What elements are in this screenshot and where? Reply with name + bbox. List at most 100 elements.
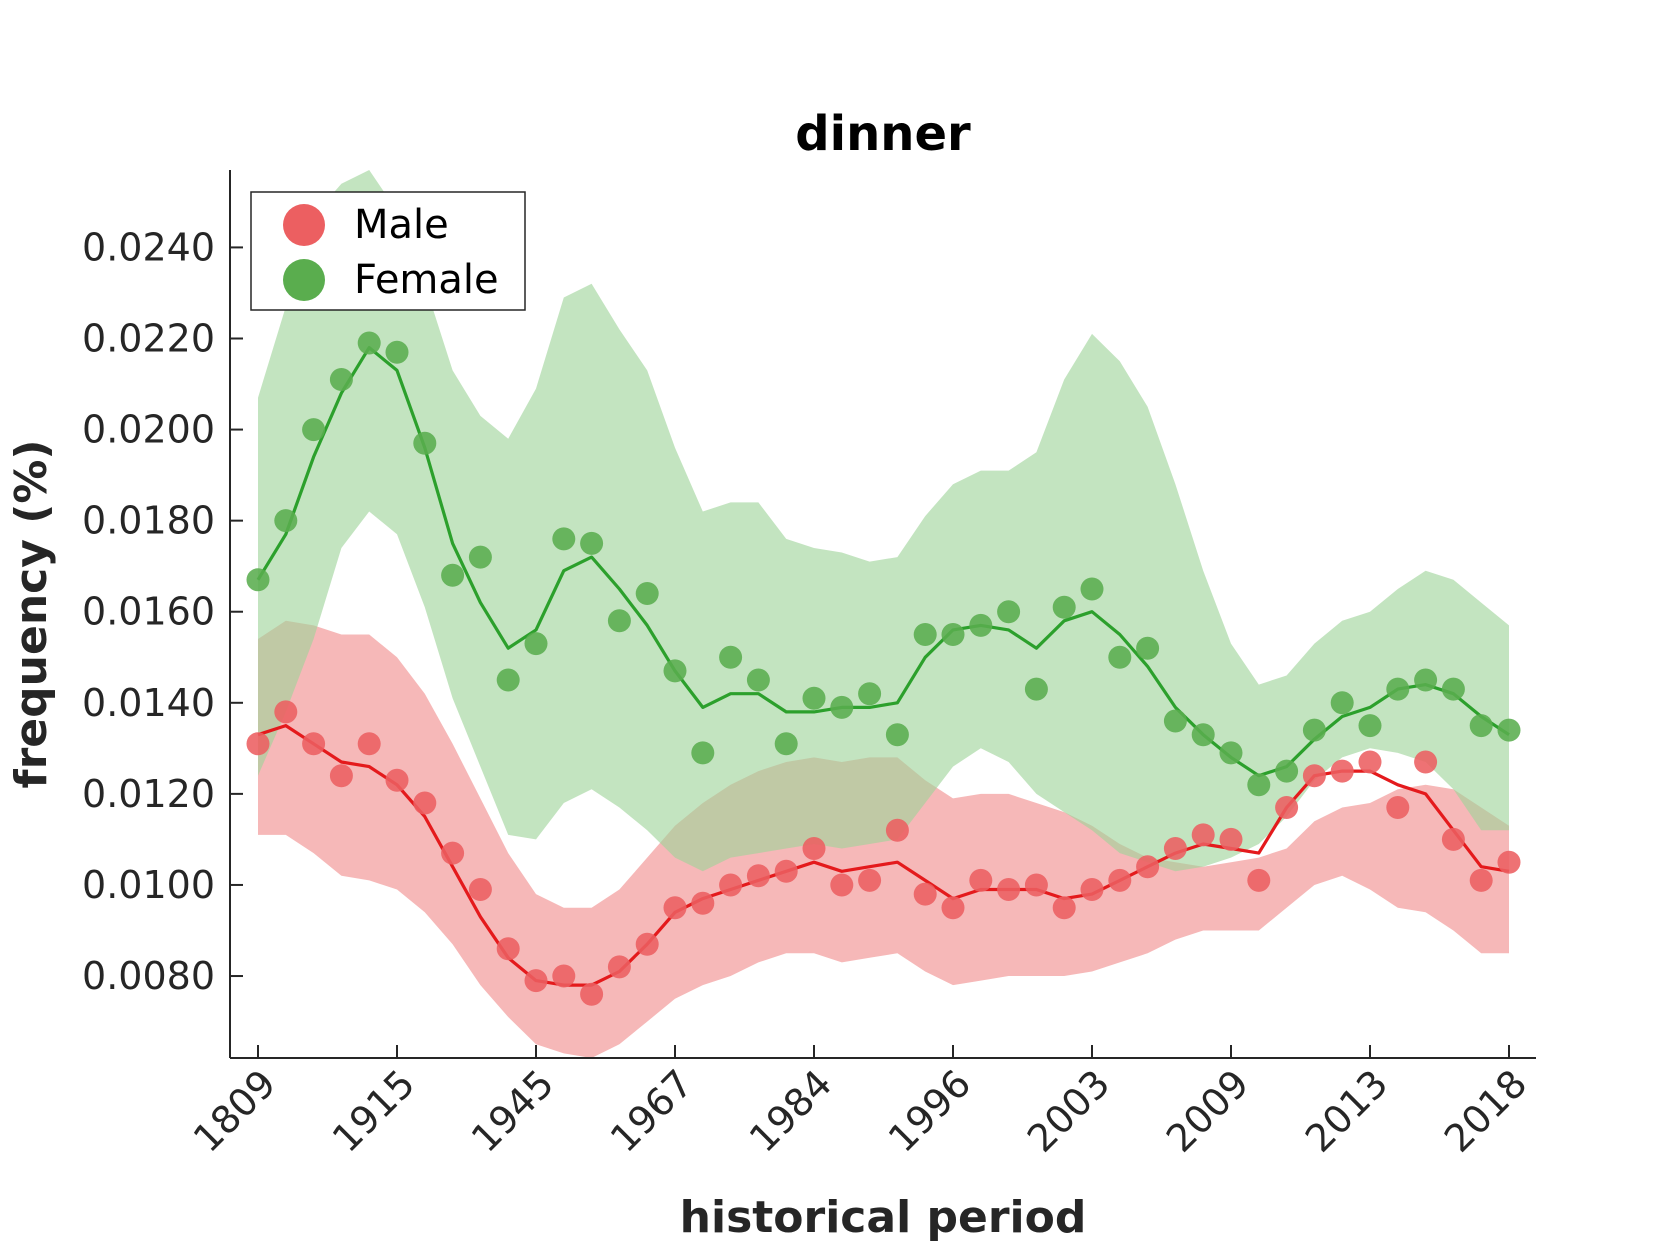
point-female: [885, 723, 909, 747]
point-male: [1275, 796, 1299, 819]
point-male: [1163, 837, 1187, 860]
legend-label-female: Female: [354, 257, 499, 303]
point-male: [830, 873, 854, 897]
y-tick-label: 0.0100: [82, 863, 215, 907]
point-female: [1219, 741, 1243, 765]
x-tick-label: 2009: [1158, 1061, 1258, 1161]
x-tick-label: 1915: [324, 1061, 424, 1161]
legend-label-male: Male: [354, 202, 449, 248]
point-female: [441, 563, 465, 587]
point-female: [468, 545, 492, 569]
point-male: [969, 868, 993, 892]
point-male: [1108, 868, 1132, 892]
point-female: [1080, 577, 1104, 601]
point-male: [441, 841, 465, 865]
point-female: [524, 632, 548, 656]
x-tick-label: 1996: [880, 1061, 980, 1161]
y-axis-label: frequency (%): [6, 439, 57, 788]
point-female: [496, 668, 520, 692]
point-female: [635, 582, 659, 605]
point-male: [524, 969, 548, 993]
point-male: [1219, 827, 1243, 851]
point-female: [1275, 759, 1299, 783]
point-male: [1024, 873, 1048, 897]
point-male: [1302, 764, 1326, 788]
y-tick-label: 0.0180: [82, 499, 215, 543]
point-female: [1497, 718, 1521, 742]
point-female: [1247, 773, 1271, 797]
trend-lines: [256, 346, 1510, 987]
point-female: [774, 732, 798, 756]
point-female: [969, 613, 993, 637]
point-female: [274, 509, 298, 533]
point-male: [774, 859, 798, 883]
point-male: [274, 700, 298, 724]
point-female: [663, 659, 687, 683]
point-male: [719, 873, 743, 897]
line-male: [257, 723, 1510, 987]
point-female: [413, 431, 437, 455]
point-female: [385, 340, 409, 364]
x-tick-label: 2013: [1297, 1061, 1397, 1161]
point-female: [552, 527, 576, 551]
x-tick-label: 2003: [1019, 1061, 1119, 1161]
point-male: [580, 982, 604, 1006]
x-tick-label: 1809: [185, 1061, 285, 1161]
point-male: [246, 732, 270, 756]
x-tick-label: 1984: [741, 1061, 841, 1161]
y-tick-label: 0.0160: [82, 590, 215, 634]
point-female: [1136, 636, 1160, 660]
y-tick-label: 0.0140: [82, 681, 215, 725]
point-male: [1386, 796, 1410, 819]
point-female: [1024, 677, 1048, 701]
point-male: [357, 732, 381, 756]
point-female: [1163, 709, 1187, 733]
point-female: [997, 600, 1021, 624]
point-male: [746, 864, 770, 888]
point-female: [580, 531, 604, 555]
legend: Male Female: [250, 191, 526, 311]
y-tick-label: 0.0080: [82, 954, 215, 998]
point-male: [302, 732, 326, 756]
y-ticks: 0.0080 0.0100 0.0120 0.0140 0.0160 0.0180 0.02…: [82, 225, 243, 998]
point-male: [1497, 850, 1521, 874]
chart-title: dinner: [795, 106, 971, 162]
point-male: [858, 868, 882, 892]
point-female: [1191, 723, 1215, 747]
point-male: [1247, 868, 1271, 892]
point-female: [1330, 691, 1354, 715]
point-male: [1414, 750, 1438, 774]
band-female: [258, 170, 1509, 872]
legend-marker-male: [283, 204, 325, 246]
point-female: [357, 331, 381, 355]
y-tick-label: 0.0200: [82, 408, 215, 452]
point-female: [1302, 718, 1326, 742]
point-male: [1191, 823, 1215, 847]
point-female: [1108, 645, 1132, 669]
y-tick-label: 0.0240: [82, 225, 215, 269]
point-female: [246, 568, 270, 592]
point-male: [663, 896, 687, 920]
x-tick-label: 1967: [602, 1061, 702, 1161]
axes: [229, 170, 1536, 1059]
point-female: [1414, 668, 1438, 692]
point-male: [1441, 827, 1465, 851]
point-male: [1052, 896, 1076, 920]
point-female: [607, 609, 631, 633]
point-male: [997, 878, 1021, 901]
point-female: [1441, 677, 1465, 701]
point-male: [468, 878, 492, 901]
point-male: [1469, 868, 1493, 892]
point-male: [413, 791, 437, 815]
point-female: [1358, 714, 1382, 738]
point-male: [802, 837, 826, 860]
point-male: [885, 818, 909, 842]
point-male: [635, 932, 659, 956]
point-male: [1358, 750, 1382, 774]
confidence-bands: [258, 170, 1509, 1058]
point-female: [802, 686, 826, 710]
point-female: [941, 623, 965, 646]
point-female: [691, 741, 715, 765]
point-female: [913, 623, 937, 646]
